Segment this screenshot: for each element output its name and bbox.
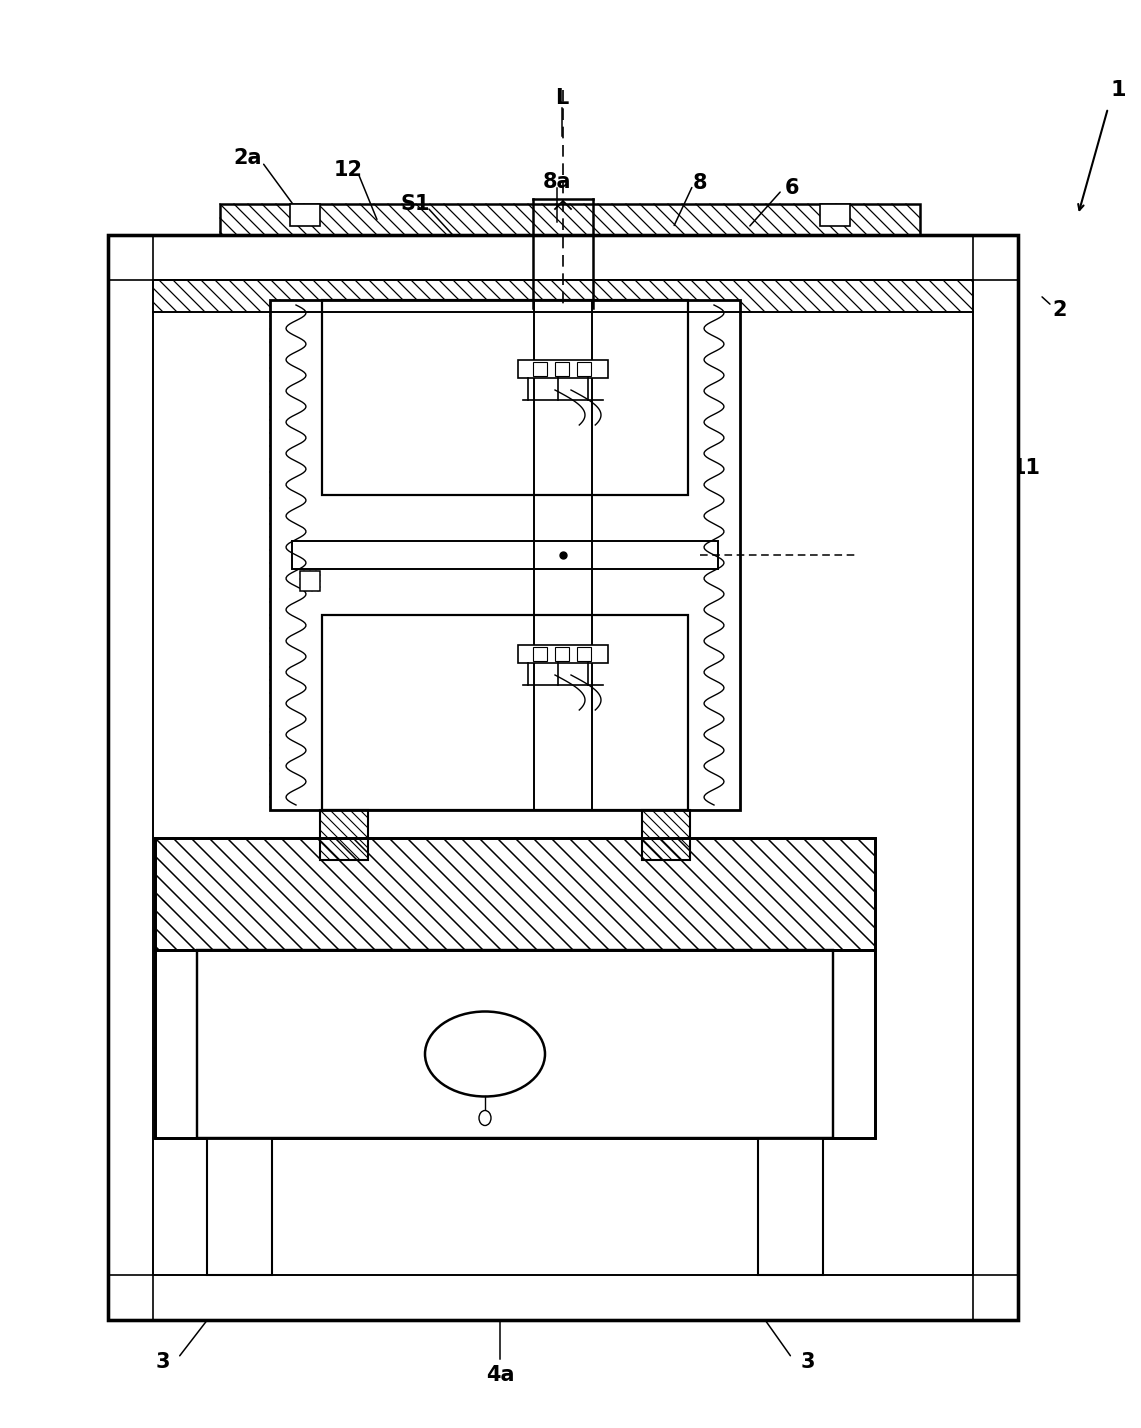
Bar (555, 363, 569, 376)
Bar (155, 838, 875, 950)
Text: P: P (860, 545, 875, 565)
Bar (108, 236, 1018, 1319)
Text: 13a: 13a (188, 755, 232, 775)
Text: 13b: 13b (188, 421, 232, 441)
Bar (197, 950, 833, 1138)
Text: 8: 8 (693, 173, 707, 193)
Bar (292, 541, 718, 568)
Text: 14: 14 (874, 418, 903, 438)
Text: 12: 12 (333, 160, 363, 180)
Bar (153, 280, 973, 1275)
Text: 2a: 2a (234, 149, 262, 169)
Text: S1: S1 (400, 194, 430, 214)
Text: 10b: 10b (188, 788, 232, 808)
Text: 11: 11 (1012, 458, 1041, 478)
Text: 10: 10 (210, 376, 238, 396)
Text: 15: 15 (867, 563, 897, 583)
Text: L: L (556, 89, 568, 109)
Bar (555, 647, 569, 661)
Bar (155, 950, 875, 1138)
Text: 13c: 13c (189, 555, 230, 575)
Bar (518, 645, 608, 663)
Bar (207, 1138, 272, 1275)
Text: 7: 7 (875, 324, 889, 344)
Bar (290, 204, 319, 226)
Bar (518, 360, 608, 378)
Bar (577, 647, 591, 661)
Text: 2: 2 (1053, 300, 1067, 320)
Bar (300, 571, 319, 591)
Bar (322, 300, 688, 496)
Text: 10b: 10b (188, 326, 232, 346)
Bar (577, 363, 591, 376)
Text: 3: 3 (156, 1352, 170, 1372)
Bar (108, 236, 1018, 1319)
Text: 18: 18 (148, 873, 178, 892)
Bar (820, 204, 850, 226)
Bar (197, 950, 833, 1138)
Bar (533, 363, 547, 376)
Bar (155, 838, 875, 950)
Text: 4: 4 (915, 965, 929, 985)
Ellipse shape (424, 1011, 545, 1097)
Text: 4a: 4a (486, 1365, 515, 1385)
Bar (220, 204, 920, 236)
Bar (758, 1138, 823, 1275)
Bar (319, 810, 369, 860)
Text: 9: 9 (768, 743, 783, 763)
Text: 6: 6 (785, 178, 799, 198)
Bar (270, 300, 741, 810)
Text: 1: 1 (1110, 80, 1126, 100)
Text: 5: 5 (756, 798, 771, 818)
Bar (322, 615, 688, 810)
Text: 13: 13 (210, 488, 238, 508)
Bar (533, 647, 547, 661)
Bar (642, 810, 690, 860)
Bar (155, 950, 875, 1138)
Bar (108, 236, 1018, 1319)
Text: 3: 3 (801, 1352, 816, 1372)
Ellipse shape (479, 1111, 491, 1125)
Text: 8a: 8a (543, 171, 572, 191)
